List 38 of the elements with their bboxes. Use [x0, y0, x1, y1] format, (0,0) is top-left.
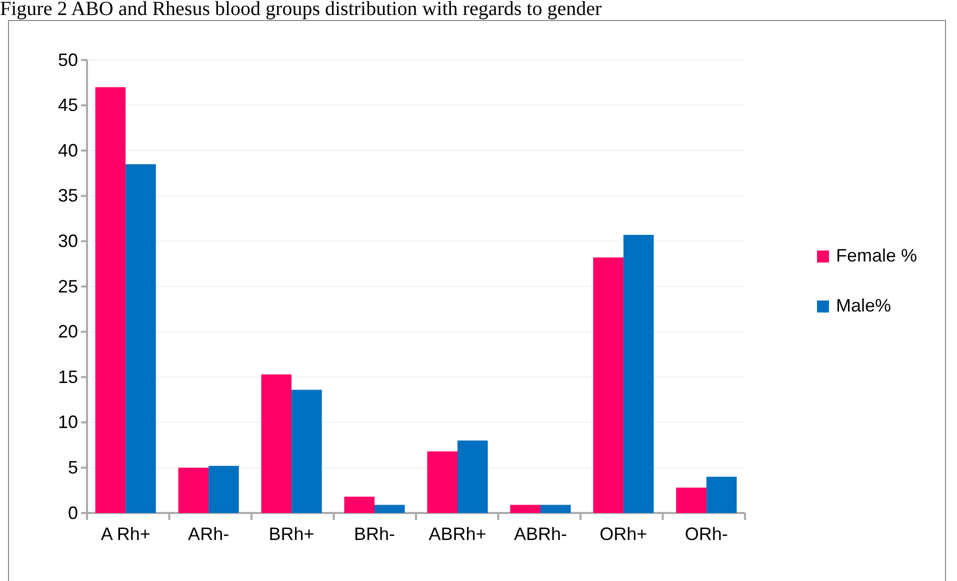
x-tick-label: ORh+ [600, 524, 648, 544]
y-tick-label: 35 [58, 186, 78, 206]
y-tick-label: 10 [58, 412, 78, 432]
bar [208, 466, 239, 513]
bar [427, 451, 458, 513]
y-tick-label: 0 [68, 502, 78, 523]
y-tick-label: 40 [58, 140, 78, 160]
x-tick-label: ARh- [188, 524, 230, 544]
legend-label: Male% [836, 296, 892, 316]
x-tick-label: ORh- [684, 524, 728, 544]
x-tick-label: A Rh+ [100, 524, 150, 544]
y-tick-label: 30 [58, 230, 78, 251]
bar [540, 504, 571, 513]
bar [676, 488, 706, 513]
bar [178, 468, 209, 513]
bar [95, 87, 126, 513]
bar [706, 476, 737, 513]
bar [374, 504, 405, 513]
y-tick-label: 5 [68, 457, 78, 478]
bar [510, 504, 540, 513]
bar [261, 374, 292, 513]
bar [292, 390, 322, 513]
bar [344, 496, 375, 513]
bar [126, 164, 156, 513]
x-tick-label: BRh+ [268, 524, 314, 544]
bar [623, 234, 654, 513]
y-tick-label: 25 [58, 276, 78, 296]
y-tick-label: 45 [58, 95, 78, 116]
bar [457, 440, 488, 513]
x-tick-label: BRh- [354, 524, 396, 544]
x-tick-label: ABRh+ [428, 524, 486, 544]
legend-label: Female % [836, 246, 918, 266]
y-tick-label: 15 [58, 366, 78, 387]
y-tick-label: 50 [58, 50, 78, 70]
bar [593, 258, 624, 513]
chart-title: Figure 2 ABO and Rhesus blood groups distribution with regards to gender [0, 0, 602, 20]
y-tick-label: 20 [58, 322, 78, 342]
x-tick-label: ABRh- [514, 524, 567, 544]
